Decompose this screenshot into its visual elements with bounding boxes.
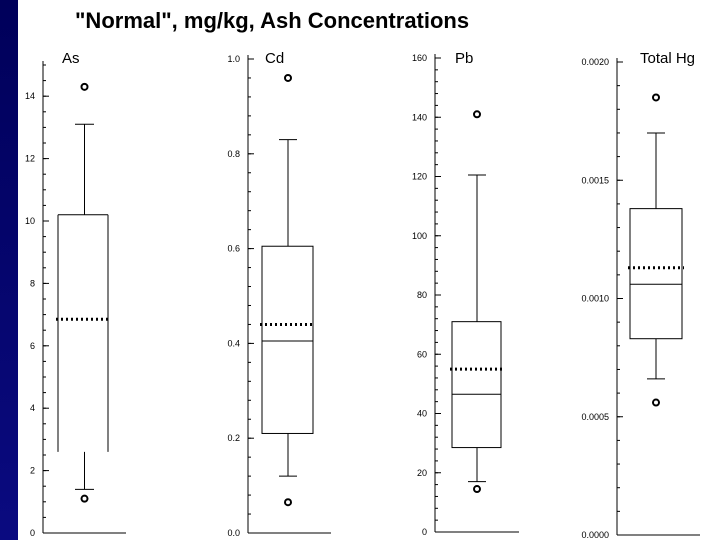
outlier-point xyxy=(473,485,481,494)
tick-label: 60 xyxy=(417,349,427,359)
boxplot-as: 0 2 4 6 8 10 12 14 As xyxy=(25,50,126,538)
chart-title: "Normal", mg/kg, Ash Concentrations xyxy=(75,8,470,33)
tick-label: 0 xyxy=(30,528,35,538)
tick-label: 0.0010 xyxy=(581,294,609,304)
tick-label: 0.0015 xyxy=(581,175,609,185)
iqr-box xyxy=(629,208,683,340)
tick-label: 0 xyxy=(422,527,427,537)
iqr-box xyxy=(451,321,502,449)
tick-label: 0.2 xyxy=(227,433,240,443)
tick-label: 120 xyxy=(412,172,427,182)
boxplot-total-hg: 0.0000 0.0005 0.0010 0.0015 0.0020 Total Hg xyxy=(581,50,700,540)
outlier-point xyxy=(652,398,660,407)
tick-label: 40 xyxy=(417,409,427,419)
plot-title: As xyxy=(62,50,80,67)
tick-label: 160 xyxy=(412,53,427,63)
plot-title: Pb xyxy=(455,50,473,67)
plot-title: Cd xyxy=(265,50,284,67)
tick-label: 0.0005 xyxy=(581,412,609,422)
outlier-point xyxy=(80,82,89,91)
tick-label: 20 xyxy=(417,468,427,478)
tick-label: 8 xyxy=(30,278,35,288)
chart-panel xyxy=(18,0,720,540)
outlier-point xyxy=(80,494,89,503)
tick-label: 140 xyxy=(412,112,427,122)
iqr-box xyxy=(261,245,314,434)
outlier-point xyxy=(473,110,481,119)
tick-label: 1.0 xyxy=(227,54,240,64)
tick-label: 0.8 xyxy=(227,149,240,159)
tick-label: 100 xyxy=(412,231,427,241)
tick-label: 0.0020 xyxy=(581,57,609,67)
plot-title: Total Hg xyxy=(640,50,695,67)
boxplot-cd: 0.0 0.2 0.4 0.6 0.8 1.0 Cd xyxy=(227,50,331,538)
tick-label: 80 xyxy=(417,290,427,300)
outlier-point xyxy=(284,73,292,82)
tick-label: 0.0 xyxy=(227,528,240,538)
boxplot-pb: 0 20 40 60 80 100 120 140 160 Pb xyxy=(412,50,519,537)
tick-label: 0.0000 xyxy=(581,530,609,540)
outlier-point xyxy=(284,498,292,507)
tick-label: 12 xyxy=(25,154,35,164)
tick-label: 6 xyxy=(30,341,35,351)
tick-label: 4 xyxy=(30,403,35,413)
tick-label: 2 xyxy=(30,466,35,476)
outlier-point xyxy=(652,93,660,102)
tick-label: 10 xyxy=(25,216,35,226)
tick-label: 0.4 xyxy=(227,338,240,348)
tick-label: 0.6 xyxy=(227,244,240,254)
tick-label: 14 xyxy=(25,91,35,101)
